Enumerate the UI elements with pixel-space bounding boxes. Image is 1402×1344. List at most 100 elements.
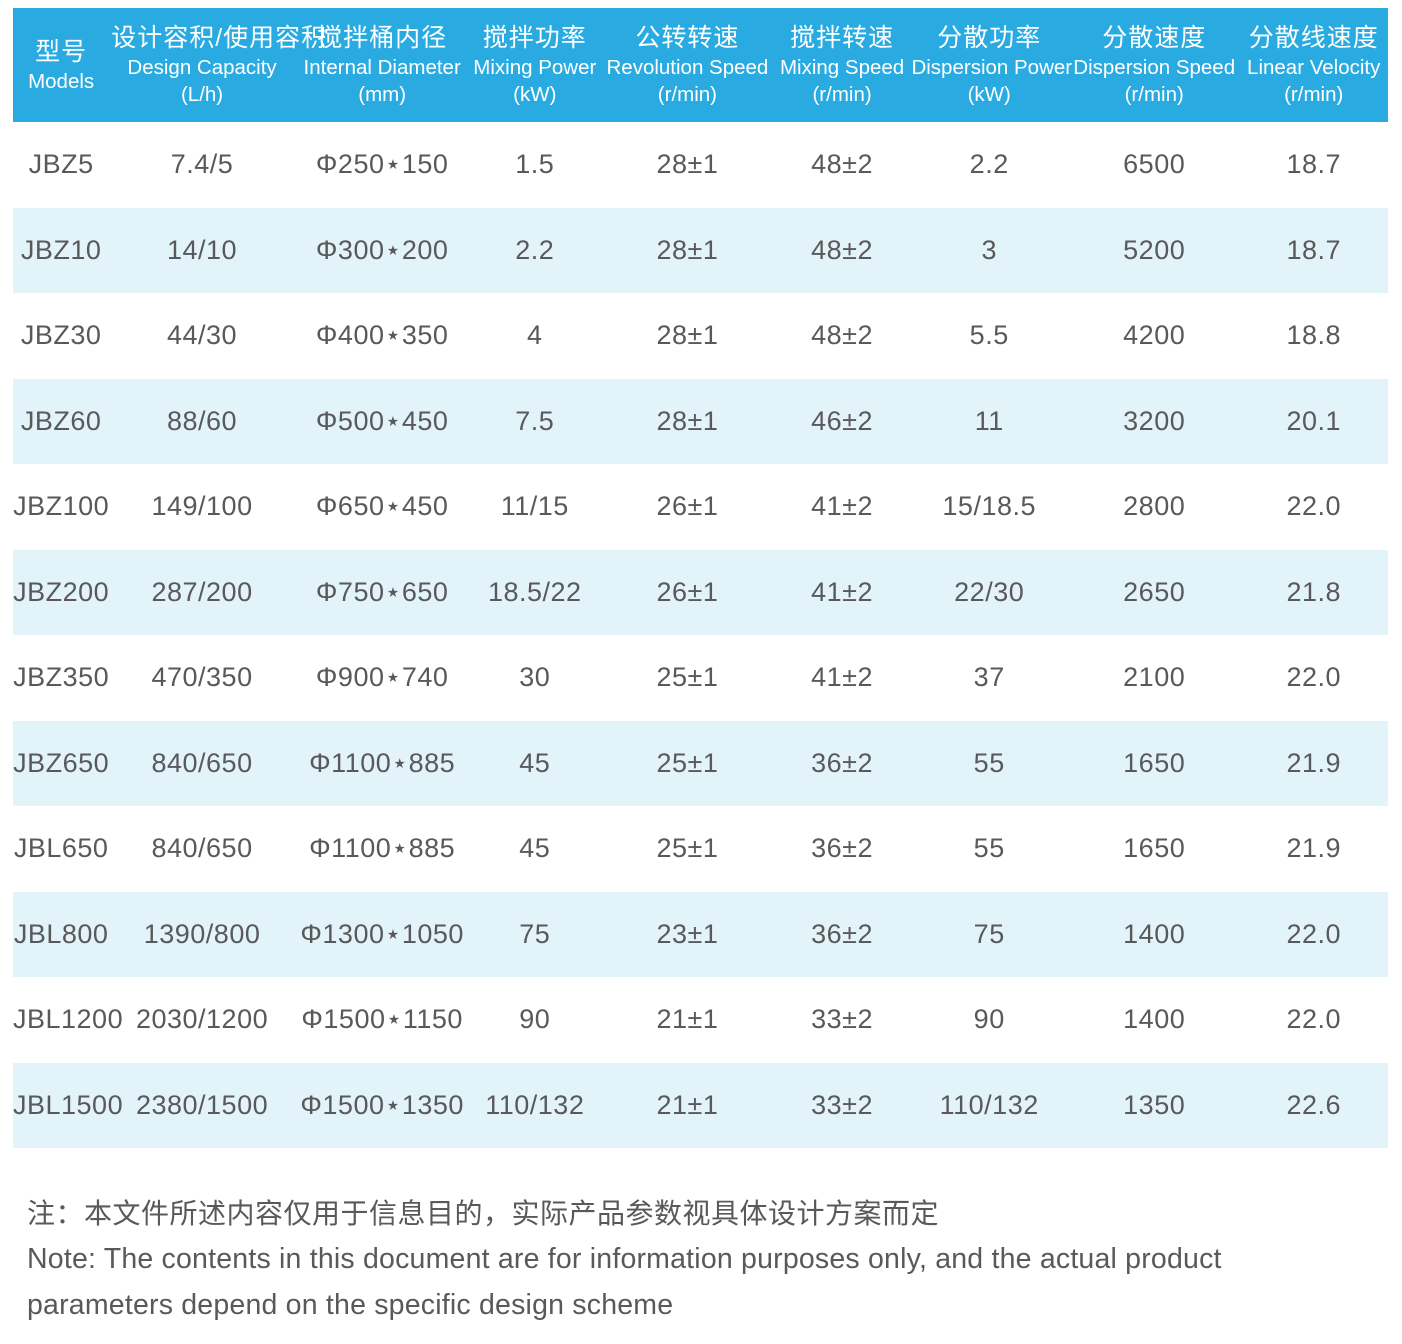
model-cell: JBZ650 — [13, 747, 110, 778]
value-cell: 21.9 — [1286, 833, 1341, 864]
value-cell: 45 — [519, 747, 551, 778]
column-header-en: Mixing Power — [473, 56, 597, 79]
model-cell: JBZ10 — [20, 234, 102, 265]
column-header-zh: 公转转速 — [635, 24, 740, 52]
value-cell: 2.2 — [515, 234, 555, 265]
table-row-JBZ5: JBZ5 7.4/5 Φ250⋆150 1.5 28±1 48±2 2.2 6500 18.7 — [13, 122, 1388, 208]
value-cell: 5.5 — [969, 320, 1009, 351]
value-cell: Φ1500⋆1150 — [301, 1004, 463, 1035]
value-cell: 110/132 — [939, 1089, 1039, 1120]
value-cell: 110/132 — [485, 1089, 585, 1120]
value-cell: 3 — [981, 234, 997, 265]
column-header-zh: 搅拌转速 — [790, 24, 895, 52]
value-cell: Φ500⋆450 — [315, 405, 449, 436]
table-row-JBL800: JBL800 1390/800 Φ1300⋆1050 75 23±1 36±2 75 1400… — [13, 891, 1388, 977]
column-header-en: Internal Diameter — [303, 56, 461, 79]
model-cell: JBL650 — [13, 833, 109, 864]
column-header-zh: 搅拌功率 — [482, 24, 587, 52]
value-cell: 2030/1200 — [135, 1004, 269, 1035]
column-header-en: Models — [28, 69, 95, 93]
table-row-JBL1200: JBL1200 2030/1200 Φ1500⋆1150 90 21±1 33±2 90 14… — [13, 977, 1388, 1063]
value-cell: 41±2 — [811, 576, 874, 607]
value-cell: 33±2 — [811, 1004, 874, 1035]
value-cell: 11 — [974, 405, 1004, 436]
value-cell: Φ1100⋆885 — [309, 747, 456, 778]
value-cell: 36±2 — [811, 918, 874, 949]
table-row-JBZ60: JBZ60 88/60 Φ500⋆450 7.5 28±1 46±2 11 3200 20.1 — [13, 378, 1388, 464]
column-header-5: 公转转速 Revolution Speed (r/min) — [600, 8, 775, 122]
value-cell: 45 — [519, 833, 551, 864]
column-header-unit: (r/min) — [812, 83, 872, 106]
value-cell: 840/650 — [151, 833, 253, 864]
value-cell: 75 — [519, 918, 551, 949]
table-row-JBZ10: JBZ10 14/10 Φ300⋆200 2.2 28±1 48±2 3 5200 18.7 — [13, 207, 1388, 293]
value-cell: 15/18.5 — [942, 491, 1036, 522]
value-cell: 21.8 — [1286, 576, 1341, 607]
value-cell: 11/15 — [500, 491, 569, 522]
value-cell: 75 — [973, 918, 1005, 949]
column-header-1: 型号 Models — [13, 8, 110, 122]
value-cell: 18.7 — [1286, 149, 1341, 180]
column-header-unit: (r/min) — [1284, 83, 1344, 106]
column-header-en: Dispersion Speed — [1073, 56, 1236, 79]
footnote-zh: 注：本文件所述内容仅用于信息目的，实际产品参数视具体设计方案而定 — [27, 1198, 940, 1229]
column-header-7: 分散功率 Dispersion Power (kW) — [909, 8, 1072, 122]
spec-table-body: JBZ5 7.4/5 Φ250⋆150 1.5 28±1 48±2 2.2 6500 18.7 J… — [13, 122, 1388, 1148]
value-cell: 2800 — [1123, 491, 1186, 522]
model-cell: JBZ30 — [20, 320, 102, 351]
value-cell: 44/30 — [167, 320, 238, 351]
value-cell: 46±2 — [811, 405, 874, 436]
value-cell: 1350 — [1123, 1089, 1186, 1120]
value-cell: 22.0 — [1286, 918, 1341, 949]
value-cell: 25±1 — [656, 662, 719, 693]
value-cell: Φ650⋆450 — [315, 491, 449, 522]
table-row-JBZ30: JBZ30 44/30 Φ400⋆350 4 28±1 48±2 5.5 4200 18.8 — [13, 293, 1388, 379]
value-cell: 90 — [519, 1004, 551, 1035]
value-cell: 22.0 — [1286, 662, 1341, 693]
column-header-unit: (r/min) — [1124, 83, 1184, 106]
value-cell: 41±2 — [811, 491, 874, 522]
column-header-zh: 设计容积/使用容积 — [111, 24, 328, 52]
value-cell: 18.7 — [1286, 234, 1341, 265]
value-cell: 1400 — [1123, 1004, 1186, 1035]
header-row: 型号 Models 设计容积/使用容积 Design Capacity (L/h) 搅拌桶… — [13, 8, 1388, 122]
value-cell: 25±1 — [656, 833, 719, 864]
table-row-JBZ650: JBZ650 840/650 Φ1100⋆885 45 25±1 36±2 55 1650 21… — [13, 720, 1388, 806]
value-cell: 149/100 — [151, 491, 253, 522]
column-header-en: Linear Velocity — [1247, 56, 1381, 79]
value-cell: 55 — [973, 747, 1005, 778]
model-cell: JBL1500 — [13, 1089, 124, 1120]
table-row-JBZ350: JBZ350 470/350 Φ900⋆740 30 25±1 41±2 37 2100 22.… — [13, 635, 1388, 721]
value-cell: 7.5 — [515, 405, 555, 436]
value-cell: 28±1 — [656, 149, 719, 180]
value-cell: Φ1300⋆1050 — [300, 918, 464, 949]
value-cell: 3200 — [1123, 405, 1186, 436]
value-cell: 840/650 — [151, 747, 253, 778]
value-cell: 48±2 — [811, 320, 874, 351]
column-header-6: 搅拌转速 Mixing Speed (r/min) — [774, 8, 910, 122]
table-row-JBZ100: JBZ100 149/100 Φ650⋆450 11/15 26±1 41±2 15/18.… — [13, 464, 1388, 550]
value-cell: 28±1 — [656, 405, 719, 436]
column-header-unit: (kW) — [967, 83, 1011, 106]
value-cell: Φ250⋆150 — [315, 149, 449, 180]
model-cell: JBZ100 — [13, 491, 110, 522]
value-cell: 22.0 — [1286, 1004, 1341, 1035]
spec-table-header: 型号 Models 设计容积/使用容积 Design Capacity (L/h) 搅拌桶… — [13, 8, 1388, 122]
column-header-zh: 搅拌桶内径 — [317, 24, 448, 52]
value-cell: 33±2 — [811, 1089, 874, 1120]
column-header-zh: 分散线速度 — [1248, 24, 1379, 52]
value-cell: 1400 — [1123, 918, 1186, 949]
value-cell: 18.8 — [1286, 320, 1341, 351]
table-row-JBZ200: JBZ200 287/200 Φ750⋆650 18.5/22 26±1 41±2 22/3… — [13, 549, 1388, 635]
value-cell: 88/60 — [167, 405, 238, 436]
value-cell: 30 — [519, 662, 551, 693]
footnote-en: Note: The contents in this document are … — [27, 1243, 1222, 1321]
value-cell: 2380/1500 — [135, 1089, 269, 1120]
value-cell: Φ300⋆200 — [315, 234, 449, 265]
column-header-unit: (L/h) — [180, 83, 224, 106]
column-header-en: Revolution Speed — [606, 56, 769, 79]
value-cell: 21±1 — [656, 1089, 719, 1120]
value-cell: 23±1 — [656, 918, 719, 949]
column-header-en: Design Capacity — [127, 56, 277, 79]
model-cell: JBL1200 — [13, 1004, 124, 1035]
